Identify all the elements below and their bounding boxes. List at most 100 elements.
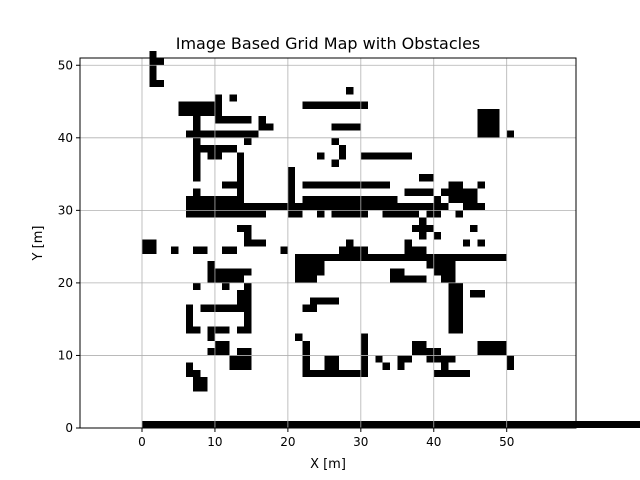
y-axis-label: Y [m] (31, 226, 46, 262)
obstacle-cell (419, 232, 427, 240)
obstacle-cell (433, 210, 442, 218)
obstacle-cell (236, 152, 245, 160)
obstacle-cell (193, 174, 201, 182)
obstacle-cell (477, 348, 493, 356)
obstacle-cell (193, 377, 208, 385)
x-axis-label: X [m] (310, 457, 346, 472)
obstacle-cell (193, 116, 201, 124)
obstacle-cell (419, 174, 434, 182)
obstacle-cell (331, 137, 339, 146)
obstacle-cell (506, 355, 514, 363)
obstacle-cell (244, 210, 266, 218)
obstacle-cell (477, 123, 500, 131)
obstacle-cell (207, 261, 215, 269)
obstacle-cell (514, 420, 640, 428)
obstacle-cell (236, 224, 252, 233)
obstacle-cell (411, 246, 427, 254)
obstacle-cell (193, 188, 201, 196)
obstacle-cell (390, 195, 398, 204)
obstacle-cell (200, 304, 252, 312)
obstacle-cell (411, 224, 434, 233)
obstacle-cell (287, 174, 296, 182)
obstacle-cell (302, 348, 310, 356)
obstacle-cell (287, 210, 303, 218)
obstacle-cell (317, 210, 325, 218)
obstacle-cell (229, 94, 237, 102)
obstacle-cell (477, 130, 500, 138)
axis-ticks: 0 10 20 30 40 50 0 10 20 30 40 50 (58, 58, 515, 449)
obstacle-cell (346, 239, 354, 247)
obstacle-cell (448, 311, 463, 320)
obstacle-cell (433, 268, 456, 276)
obstacle-cell (214, 340, 230, 349)
obstacle-cell (193, 246, 208, 254)
obstacle-cell (470, 203, 485, 211)
obstacle-cell (360, 340, 369, 349)
obstacle-cell (149, 58, 164, 66)
obstacle-cell (462, 239, 471, 247)
obstacle-cell (295, 268, 325, 276)
obstacle-cell (280, 246, 288, 254)
obstacle-cell (258, 116, 266, 124)
obstacle-cell (178, 101, 223, 109)
obstacle-cell (149, 50, 157, 58)
obstacle-cell (338, 246, 369, 254)
obstacle-cell (382, 362, 390, 370)
x-tick-label: 0 (138, 435, 146, 449)
obstacle-cell (390, 275, 427, 283)
obstacle-cell (244, 282, 252, 291)
obstacle-cell (193, 159, 201, 167)
x-tick-label: 50 (499, 435, 514, 449)
obstacle-cell (295, 253, 507, 262)
obstacle-cell (462, 203, 471, 211)
obstacle-cell (214, 116, 252, 124)
x-tick-label: 40 (426, 435, 441, 449)
obstacle-cell (390, 268, 405, 276)
obstacle-cell (193, 130, 201, 138)
obstacle-cell (258, 239, 266, 247)
obstacle-cell (207, 268, 252, 276)
obstacle-cell (149, 72, 157, 80)
obstacle-cell (193, 282, 201, 291)
obstacle-cell (258, 123, 274, 131)
obstacle-cell (448, 297, 463, 305)
obstacle-cell (441, 188, 463, 196)
obstacle-cell (441, 275, 456, 283)
obstacle-cell (258, 210, 266, 218)
obstacle-cells (142, 50, 640, 428)
obstacle-cell (287, 188, 296, 196)
obstacle-cell (360, 333, 369, 341)
obstacle-cell (207, 195, 215, 204)
obstacle-cell (492, 340, 507, 349)
obstacle-cell (433, 232, 442, 240)
obstacle-cell (214, 94, 223, 102)
obstacle-cell (244, 239, 259, 247)
obstacle-cell (236, 174, 245, 182)
obstacle-cell (506, 362, 514, 370)
obstacle-cell (477, 108, 500, 117)
obstacle-cell (207, 348, 230, 356)
obstacle-cell (346, 195, 390, 204)
obstacle-cell (360, 152, 383, 160)
obstacle-cell (426, 261, 456, 269)
x-tick-label: 10 (207, 435, 222, 449)
obstacle-cell (448, 181, 463, 189)
obstacle-cell (360, 348, 369, 356)
obstacle-cell (433, 369, 471, 378)
obstacle-cell (470, 224, 478, 233)
y-tick-label: 10 (58, 348, 73, 362)
obstacle-cell (287, 195, 296, 204)
obstacle-cell (295, 275, 318, 283)
obstacle-cell (302, 195, 347, 204)
obstacle-cell (404, 246, 412, 254)
obstacle-cell (236, 326, 252, 334)
obstacle-cell (236, 348, 252, 356)
obstacle-cell (338, 145, 347, 153)
obstacle-cell (244, 311, 252, 320)
obstacle-cell (346, 87, 354, 95)
obstacle-cell (382, 152, 412, 160)
obstacle-cell (142, 239, 157, 247)
obstacle-cell (360, 362, 369, 370)
obstacle-cell (236, 166, 245, 175)
